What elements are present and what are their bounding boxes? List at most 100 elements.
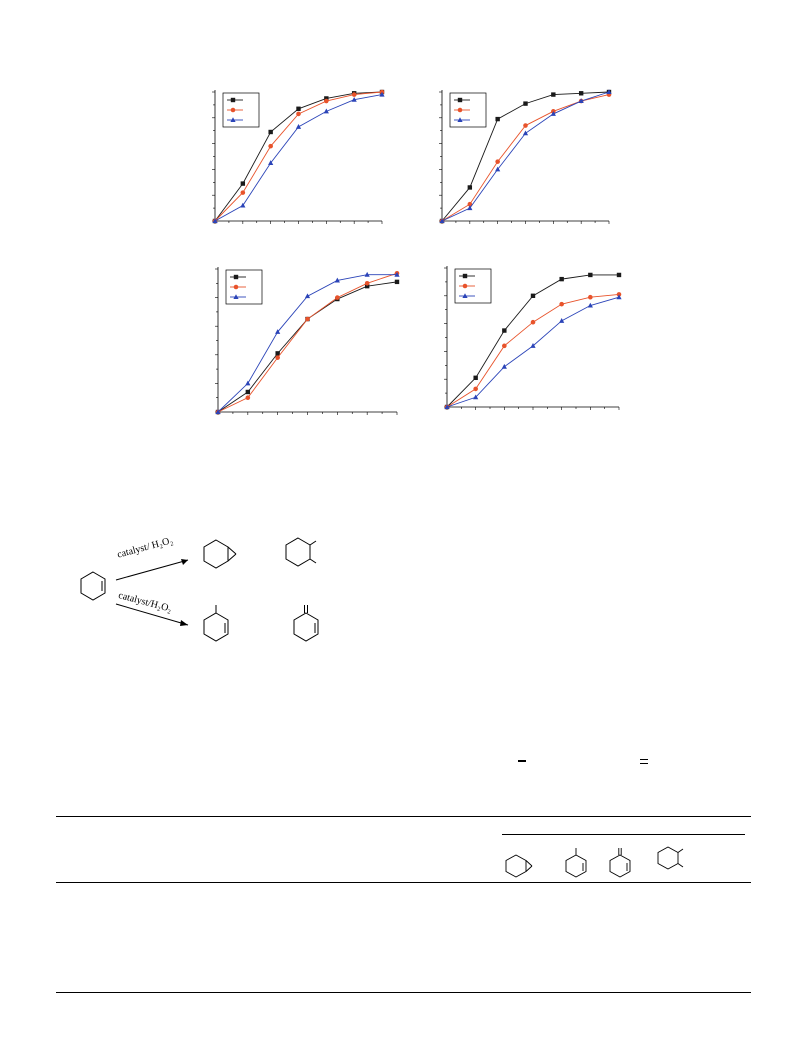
data-point-series-1 xyxy=(268,129,273,135)
data-point-series-1 xyxy=(296,106,301,111)
data-point-series-3 xyxy=(501,363,507,369)
data-point-series-2 xyxy=(495,159,500,164)
data-point-series-3 xyxy=(212,218,218,223)
legend-marker-1 xyxy=(457,97,463,103)
chart-panel-top-right xyxy=(439,89,612,224)
legend-marker-1 xyxy=(462,273,468,279)
data-point-series-3 xyxy=(530,343,536,348)
data-point-series-3 xyxy=(587,302,593,308)
data-point-series-3 xyxy=(606,89,612,94)
epoxide-header-icon xyxy=(505,854,533,878)
legend-marker-2 xyxy=(233,284,239,290)
legend-marker-1 xyxy=(230,97,236,103)
diol-product xyxy=(285,537,317,567)
chart-panel-top-left xyxy=(212,89,385,224)
enol-header-icon xyxy=(565,848,587,878)
data-point-series-3 xyxy=(240,202,246,208)
table-subheader-rule xyxy=(502,834,745,835)
data-point-series-2 xyxy=(588,294,593,300)
data-point-series-3 xyxy=(522,130,529,136)
data-point-series-3 xyxy=(364,271,370,277)
legend-marker-3 xyxy=(462,293,468,298)
data-point-series-3 xyxy=(334,277,340,283)
reaction-scheme: catalyst/ H₂O₂ catalyst/H₂O₂ xyxy=(70,520,370,670)
data-point-series-3 xyxy=(559,318,565,323)
data-point-series-3 xyxy=(275,329,281,334)
data-point-series-1 xyxy=(616,272,622,278)
data-point-series-2 xyxy=(467,201,473,207)
data-point-series-1 xyxy=(495,116,500,122)
data-point-series-1 xyxy=(245,389,251,395)
data-point-series-2 xyxy=(530,319,536,325)
data-point-series-1 xyxy=(394,279,400,285)
scheme-graphic xyxy=(80,537,319,642)
legend-marker-3 xyxy=(230,117,236,122)
data-point-series-2 xyxy=(335,295,340,300)
chart-panel-bottom-left xyxy=(215,267,400,415)
data-point-series-1 xyxy=(240,181,246,186)
data-point-series-3 xyxy=(304,293,311,299)
data-point-series-1 xyxy=(275,351,280,356)
data-point-series-2 xyxy=(502,343,507,349)
single-bond-glyph xyxy=(518,760,526,762)
enone-product xyxy=(293,605,319,642)
data-point-series-3 xyxy=(323,108,329,114)
data-point-series-1 xyxy=(559,276,564,282)
data-point-series-1 xyxy=(324,96,329,101)
data-point-series-2 xyxy=(523,123,528,128)
data-point-series-1 xyxy=(473,375,478,381)
chart-panel-bottom-right xyxy=(444,266,622,410)
arrow-bottom xyxy=(115,603,189,626)
data-point-series-2 xyxy=(305,316,310,322)
data-point-series-1 xyxy=(502,328,507,333)
data-point-series-2 xyxy=(364,281,370,286)
data-point-series-2 xyxy=(268,143,273,149)
data-point-series-3 xyxy=(495,166,501,172)
data-point-series-3 xyxy=(578,98,584,104)
data-point-series-3 xyxy=(245,380,251,386)
legend-marker-3 xyxy=(233,294,239,299)
data-point-series-3 xyxy=(439,218,445,223)
table-header-structures xyxy=(505,846,684,878)
data-point-series-2 xyxy=(559,301,564,307)
table-header-rule xyxy=(56,882,751,883)
data-point-series-1 xyxy=(523,101,528,106)
enone-header-icon xyxy=(609,848,631,878)
legend-marker-2 xyxy=(457,107,463,113)
data-point-series-3 xyxy=(444,404,450,409)
epoxide-product xyxy=(203,539,237,569)
data-point-series-2 xyxy=(296,111,301,117)
data-point-series-3 xyxy=(467,205,473,211)
data-point-series-2 xyxy=(473,386,478,392)
data-point-series-2 xyxy=(245,395,251,400)
cyclohexene-reactant xyxy=(80,571,106,601)
diol-header-icon xyxy=(657,846,684,870)
data-point-series-1 xyxy=(551,92,556,97)
data-point-series-1 xyxy=(578,91,584,96)
legend-marker-2 xyxy=(230,107,236,113)
arrow-top xyxy=(115,559,189,581)
data-point-series-2 xyxy=(275,355,280,360)
data-point-series-3 xyxy=(379,91,385,97)
series-line-2 xyxy=(446,293,620,408)
data-point-series-2 xyxy=(351,92,357,97)
data-point-series-1 xyxy=(364,283,370,289)
legend-marker-3 xyxy=(457,117,463,122)
data-point-series-3 xyxy=(394,271,400,277)
legend-marker-1 xyxy=(233,274,239,280)
legend-marker-2 xyxy=(462,283,468,289)
data-point-series-3 xyxy=(295,124,302,129)
double-bond-glyph xyxy=(640,759,648,764)
enol-product xyxy=(203,605,229,642)
data-point-series-1 xyxy=(467,185,473,190)
data-point-series-3 xyxy=(351,96,357,102)
data-point-series-3 xyxy=(473,394,479,400)
table-top-rule xyxy=(56,816,751,817)
data-point-series-2 xyxy=(324,98,329,104)
data-point-series-3 xyxy=(268,160,274,165)
data-point-series-3 xyxy=(616,294,622,300)
table-bottom-rule xyxy=(56,992,751,993)
data-point-series-2 xyxy=(240,190,246,195)
data-point-series-3 xyxy=(215,409,221,414)
data-point-series-1 xyxy=(530,293,536,298)
